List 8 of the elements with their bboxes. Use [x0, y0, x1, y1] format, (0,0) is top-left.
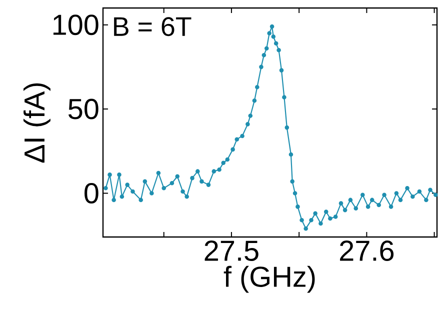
- x-axis-title: f (GHz): [224, 266, 315, 293]
- x-tick-label: 27.6: [340, 240, 394, 261]
- annotation: B = 6T: [114, 17, 192, 36]
- y-axis-title: ΔI (fA): [24, 83, 50, 163]
- y-tick-label: 0: [84, 182, 98, 204]
- y-tick-label: 50: [68, 98, 98, 120]
- x-tick-label: 27.5: [204, 240, 258, 261]
- y-tick-label: 100: [53, 14, 98, 36]
